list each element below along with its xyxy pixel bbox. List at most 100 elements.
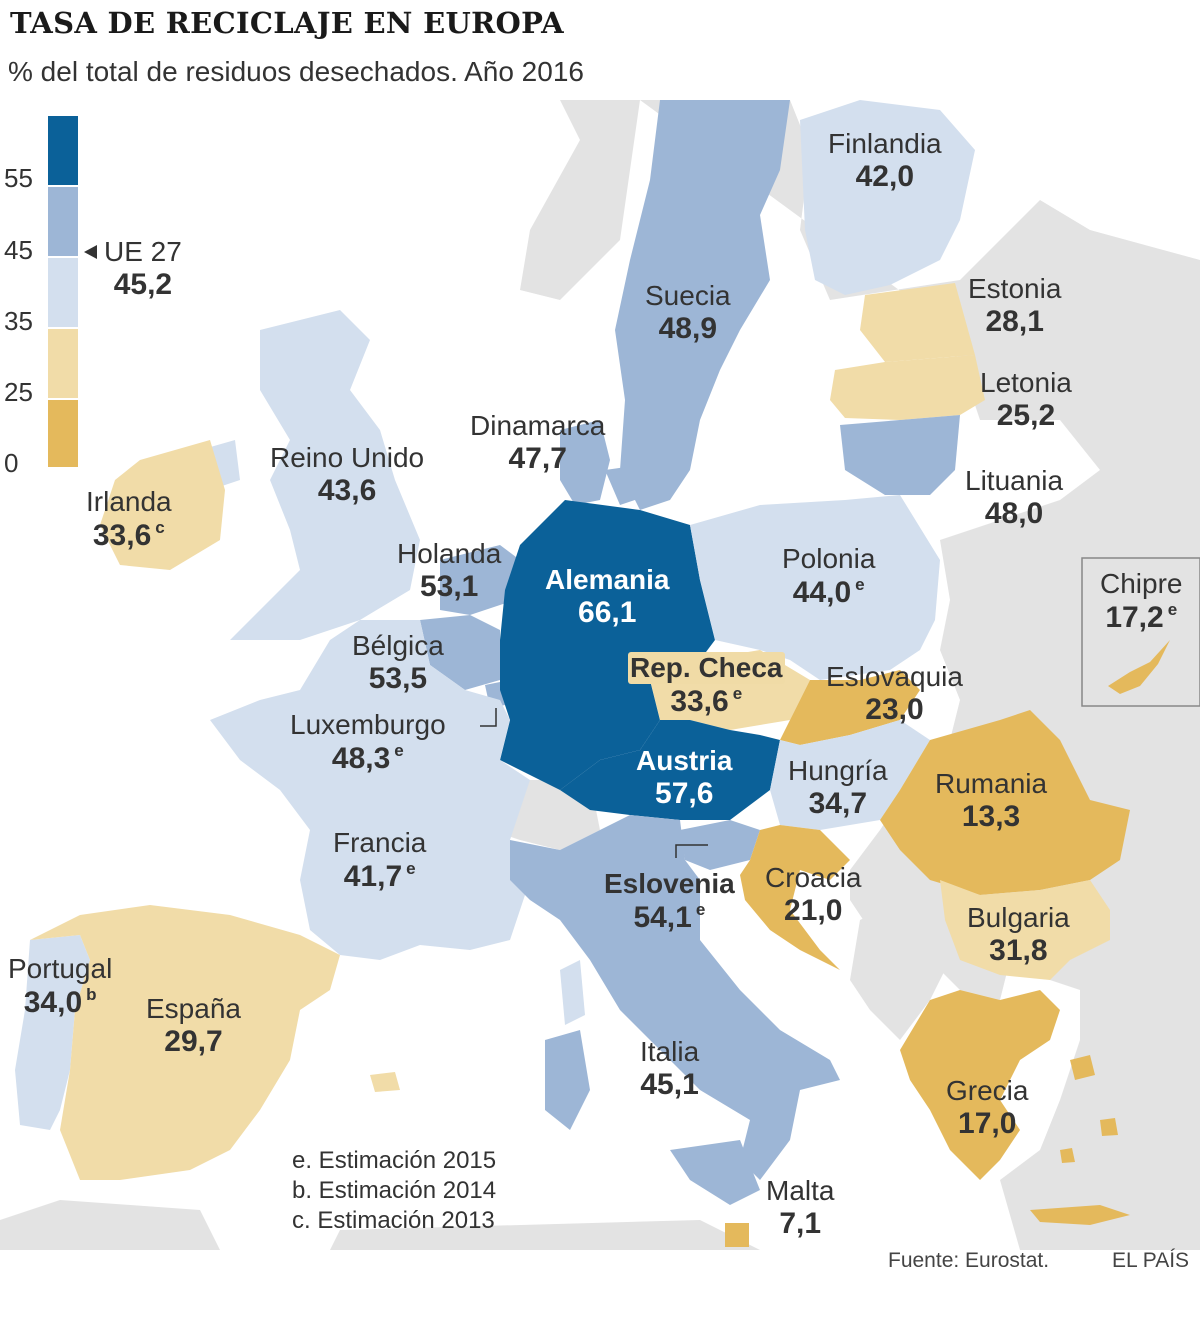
italy-shape — [510, 815, 840, 1180]
eu-average-label: UE 27 45,2 — [104, 236, 182, 303]
slovakia-shape — [780, 670, 920, 745]
label-bulgaria: Bulgaria 31,8 — [967, 902, 1070, 969]
eu-average-name: UE 27 — [104, 236, 182, 267]
country-name: Italia — [640, 1036, 700, 1067]
country-value: 33,6 e — [670, 684, 743, 719]
label-suecia: Suecia 48,9 — [645, 280, 731, 347]
country-value: 48,3 e — [331, 741, 404, 776]
romania-shape — [880, 710, 1130, 895]
country-value: 53,5 — [368, 662, 428, 696]
estonia-shape — [860, 283, 975, 362]
country-value: 53,1 — [419, 570, 479, 604]
country-name: Francia — [333, 827, 427, 858]
portugal-shape — [15, 935, 90, 1130]
sicily-shape — [670, 1140, 760, 1205]
label-dinamarca: Dinamarca 47,7 — [470, 410, 605, 477]
country-value: 41,7 e — [343, 859, 416, 894]
country-name: Lituania — [965, 465, 1064, 496]
label-eslovaquia: Eslovaquia 23,0 — [826, 661, 963, 728]
country-value: 17,0 — [958, 1107, 1017, 1141]
eu-average-marker — [84, 245, 97, 259]
label-eslovenia: Eslovenia 54,1 e — [602, 868, 737, 936]
country-name: Malta — [766, 1175, 835, 1206]
country-value: 7,1 — [779, 1207, 822, 1241]
country-name: Chipre — [1100, 568, 1183, 599]
footnote-e: e. Estimación 2015 — [292, 1147, 497, 1174]
country-name: Suecia — [645, 280, 731, 311]
label-holanda: Holanda 53,1 — [397, 538, 501, 605]
label-espana: España 29,7 — [146, 993, 241, 1060]
map-title: TASA DE RECICLAJE EN EUROPA — [10, 6, 564, 40]
country-name: Rep. Checa — [628, 652, 785, 685]
country-name: Luxemburgo — [290, 709, 446, 740]
label-hungria: Hungría 34,7 — [788, 755, 888, 822]
country-value: 34,7 — [808, 787, 867, 821]
footnotes: e. Estimación 2015 b. Estimación 2014 c.… — [292, 1146, 496, 1236]
legend-color-bar — [48, 116, 78, 467]
cyprus-inset-frame — [1081, 557, 1200, 707]
finland-shape — [800, 100, 975, 295]
country-name: Alemania — [545, 564, 670, 595]
crete-shape — [1030, 1205, 1130, 1225]
label-portugal: Portugal 34,0 b — [8, 953, 112, 1021]
country-value: 48,9 — [658, 312, 717, 346]
country-name: Estonia — [968, 273, 1062, 304]
austria-shape — [560, 720, 780, 820]
country-name: Hungría — [788, 755, 888, 786]
eu-average-value: 45,2 — [113, 268, 173, 302]
denmark-islands-shape — [605, 465, 650, 505]
country-value: 31,8 — [989, 934, 1048, 968]
country-value: 47,7 — [508, 442, 567, 476]
aegean-islands-shape — [1060, 1055, 1118, 1163]
label-letonia: Letonia 25,2 — [980, 367, 1072, 434]
legend-tick: 55 — [4, 163, 33, 193]
label-francia: Francia 41,7 e — [333, 827, 426, 895]
country-name: Croacia — [765, 862, 862, 893]
label-grecia: Grecia 17,0 — [946, 1075, 1028, 1142]
country-name: Bulgaria — [967, 902, 1070, 933]
country-name: Finlandia — [828, 128, 942, 159]
label-rep-checa: Rep. Checa 33,6 e — [628, 652, 785, 720]
country-name: Irlanda — [86, 486, 172, 517]
spain-shape — [30, 905, 340, 1180]
slovenia-shape — [680, 820, 760, 870]
label-lituania: Lituania 48,0 — [965, 465, 1063, 532]
legend-tick: 0 — [4, 448, 19, 478]
sweden-shape — [615, 100, 790, 510]
label-luxemburgo: Luxemburgo 48,3 e — [290, 709, 446, 777]
label-belgica: Bélgica 53,5 — [352, 630, 444, 697]
lithuania-shape — [840, 415, 960, 495]
cyprus-shape — [1108, 640, 1170, 694]
country-value: 45,1 — [640, 1068, 699, 1102]
footnote-b: b. Estimación 2014 — [292, 1177, 497, 1204]
country-value: 66,1 — [578, 596, 637, 630]
country-name: Polonia — [782, 543, 876, 574]
label-croacia: Croacia 21,0 — [765, 862, 861, 929]
country-name: Letonia — [980, 367, 1072, 398]
country-name: Austria — [636, 745, 733, 776]
country-value: 21,0 — [784, 894, 843, 928]
country-name: Dinamarca — [470, 410, 606, 441]
country-name: Eslovaquia — [826, 661, 963, 692]
greece-shape — [900, 990, 1060, 1180]
belgium-shape — [420, 615, 500, 690]
label-italia: Italia 45,1 — [640, 1036, 699, 1103]
country-name: Holanda — [397, 538, 502, 569]
latvia-shape — [830, 355, 985, 420]
country-name: Reino Unido — [270, 442, 425, 473]
country-value: 43,6 — [317, 474, 377, 508]
country-value: 54,1 e — [633, 900, 706, 935]
country-name: Grecia — [946, 1075, 1029, 1106]
uk-shape — [230, 310, 420, 640]
country-value: 23,0 — [865, 693, 924, 727]
label-chipre: Chipre 17,2 e — [1100, 568, 1182, 636]
slovenia-leader-line — [675, 844, 708, 858]
label-finlandia: Finlandia 42,0 — [828, 128, 942, 195]
map-subtitle: % del total de residuos desechados. Año … — [8, 56, 584, 87]
label-austria: Austria 57,6 — [636, 745, 732, 812]
country-value: 28,1 — [985, 305, 1044, 339]
netherlands-shape — [440, 545, 520, 615]
label-irlanda: Irlanda 33,6 c — [86, 486, 172, 554]
malta-shape — [725, 1223, 749, 1247]
